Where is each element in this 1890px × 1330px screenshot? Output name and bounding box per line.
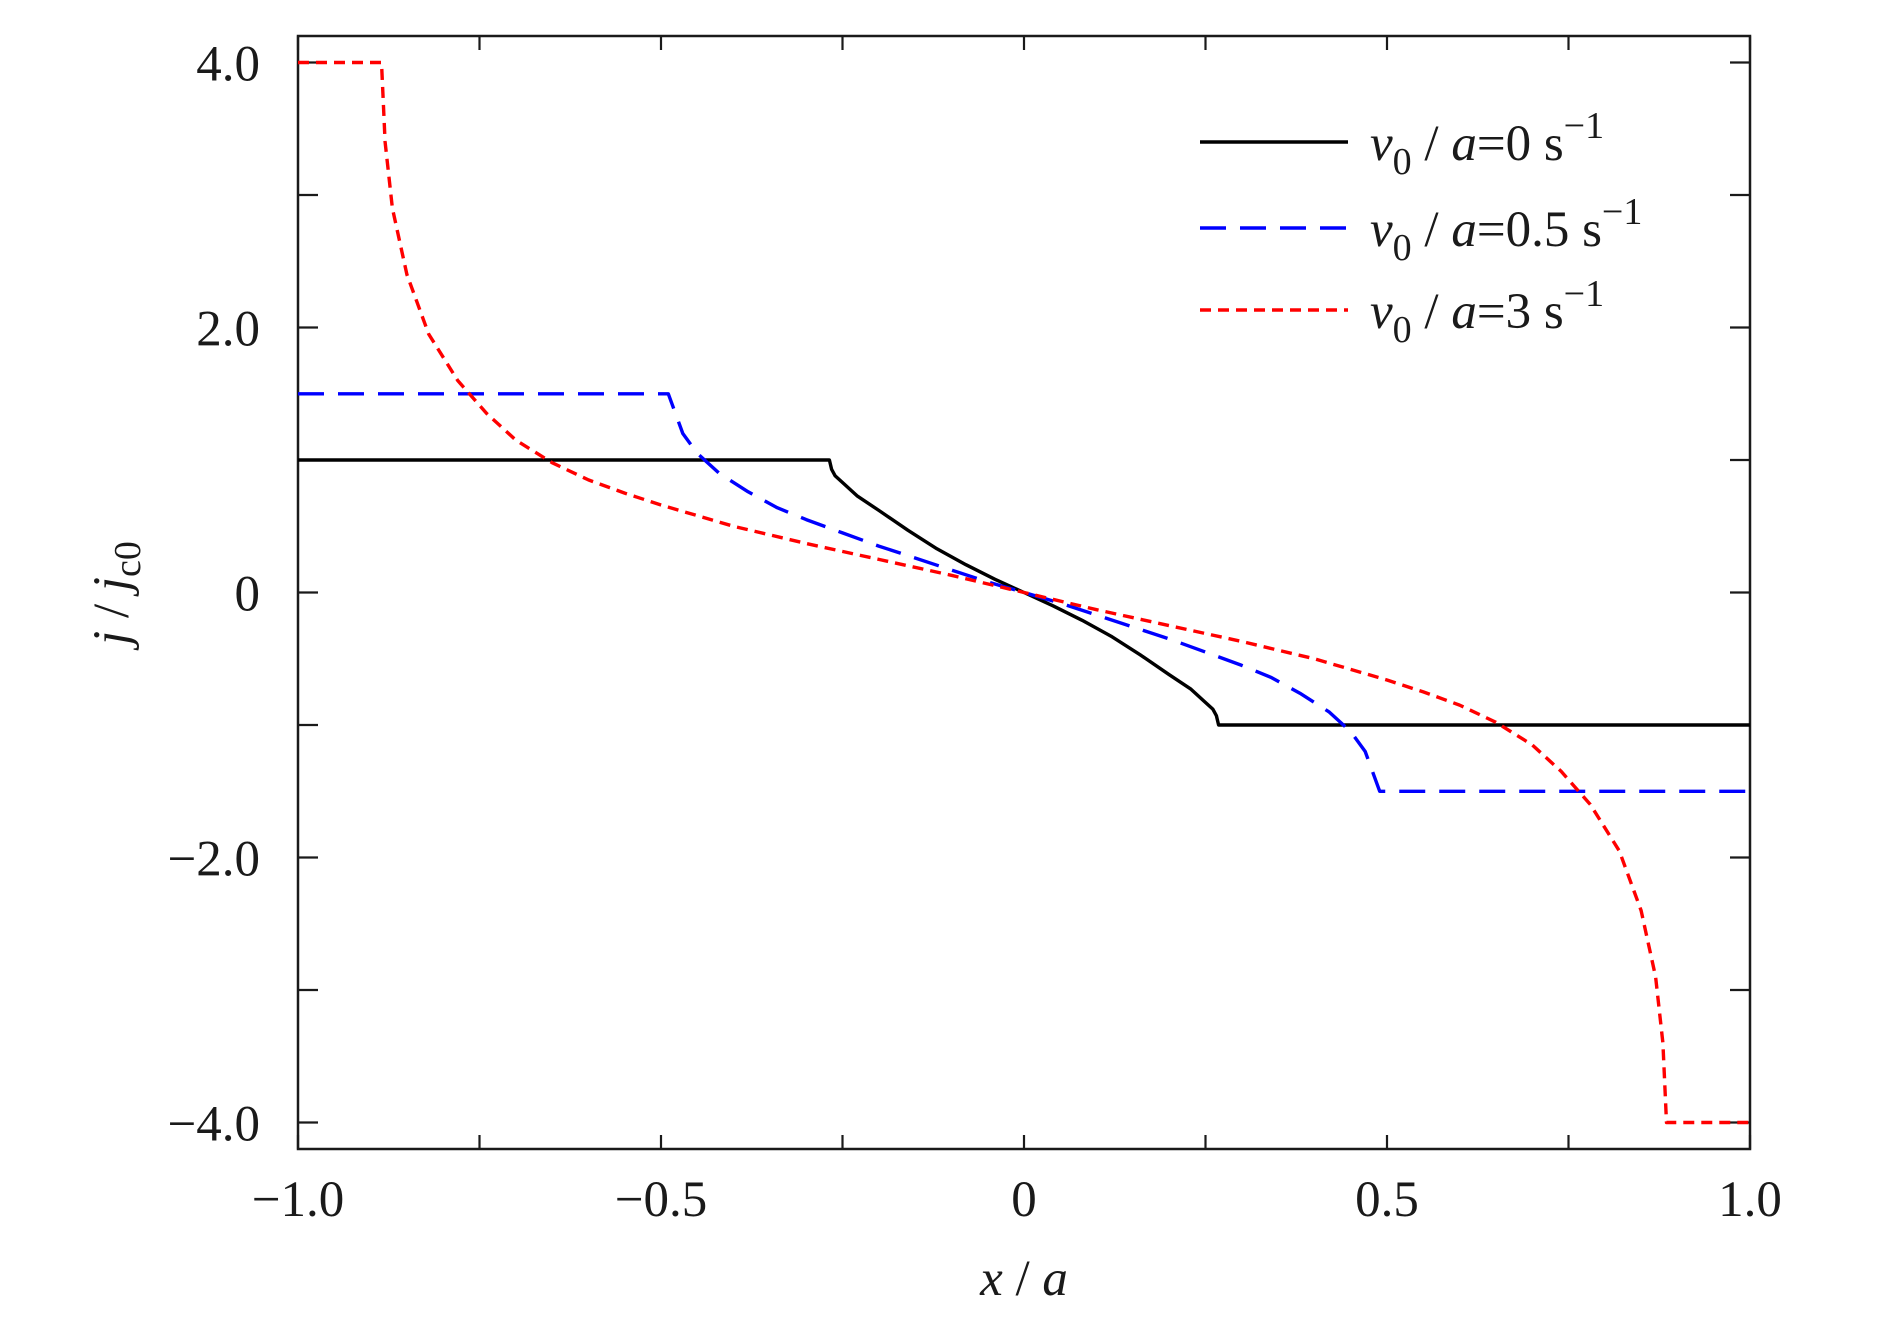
x-tick-label: 0 <box>1011 1172 1037 1228</box>
legend: v0 / a=0 s−1 v0 / a=0.5 s−1v0 / a=3 s−1 <box>1200 105 1642 351</box>
y-tick-label: 2.0 <box>196 302 260 358</box>
tick-labels: −1.0 −0.5 0 0.5 1.0 4.0 2.0 0 −2.0 −4.0 <box>167 37 1781 1229</box>
x-tick-label: 0.5 <box>1355 1172 1419 1228</box>
x-tick-label: −1.0 <box>252 1172 345 1228</box>
legend-label-0: v0 / a=0 s−1 <box>1370 105 1604 183</box>
y-tick-label: 0 <box>235 567 261 623</box>
y-tick-label: −4.0 <box>167 1097 260 1153</box>
legend-label-2: v0 / a=3 s−1 <box>1370 273 1604 351</box>
x-tick-label: −0.5 <box>615 1172 708 1228</box>
x-tick-label: 1.0 <box>1718 1172 1782 1228</box>
series-lines <box>298 60 1750 1125</box>
y-tick-label: 4.0 <box>196 37 260 93</box>
legend-label-1: v0 / a=0.5 s−1 <box>1370 191 1642 269</box>
x-axis-label: x / a <box>979 1251 1068 1307</box>
y-axis-label: j / jc0 <box>84 541 149 651</box>
series-line-2 <box>298 60 1750 1125</box>
y-tick-label: −2.0 <box>167 832 260 888</box>
